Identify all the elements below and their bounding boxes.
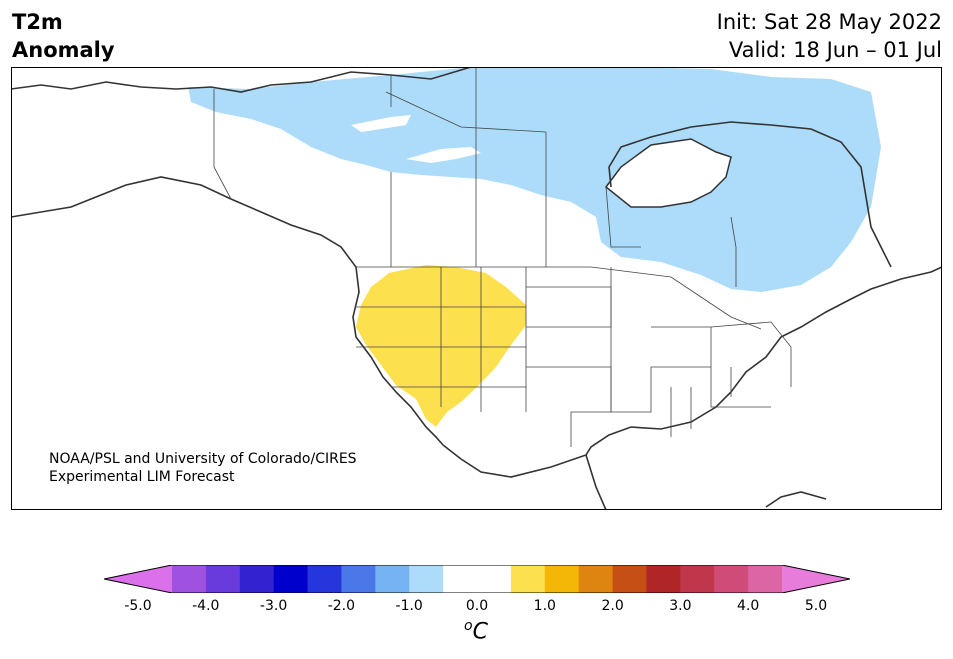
colorbar-tick-label: 5.0 [804,598,828,614]
colorbar-tick-label: -1.0 [395,598,423,614]
colorbar-segment [714,565,749,593]
colorbar-segment [375,565,410,593]
title-right: Init: Sat 28 May 2022 Valid: 18 Jun – 01… [717,8,942,64]
init-date: Init: Sat 28 May 2022 [716,10,942,34]
colorbar-tick-label: 3.0 [669,598,692,614]
map-title-variable: T2m [12,10,63,34]
colorbar-unit: oC [464,618,488,644]
lake-great-bear [351,115,411,132]
colorbar-segment [341,565,376,593]
colorbar-segment [477,565,512,593]
credit-line-2: Experimental LIM Forecast [49,469,235,485]
colorbar-segment [510,565,546,593]
colorbar-tick-label: 0.0 [465,598,489,614]
map-title-field: Anomaly [12,38,115,62]
colorbar-segment [646,565,681,593]
colorbar-tick-label: 2.0 [601,598,624,614]
colorbar-segment [612,565,647,593]
colorbar-segment [443,565,478,593]
credit-text: NOAA/PSL and University of Colorado/CIRE… [49,450,357,486]
lake-great-slave [406,147,481,163]
colorbar-segment [544,565,580,593]
valid-range: Valid: 18 Jun – 01 Jul [728,38,942,62]
colorbar-tick-label: 1.0 [533,598,556,614]
unit-letter: C [472,619,488,645]
colorbar-segment [307,565,342,593]
colorbar-segment [680,565,715,593]
colorbar-tick-label: -4.0 [192,598,220,614]
political-borders [213,67,792,447]
colorbar-segment [205,565,241,593]
colorbar-segment [239,565,275,593]
colorbar-extend-high [782,565,850,593]
colorbar-extend-low [104,565,172,593]
hudson-bay [604,138,732,208]
colorbar-segment [748,565,783,593]
map-frame [11,67,942,510]
colorbar-segment [409,565,444,593]
colorbar-segment [172,565,207,593]
title-left: T2m Anomaly [12,8,115,64]
colorbar-segment [578,565,614,593]
unit-degree: o [464,618,473,634]
colorbar [104,565,850,593]
colorbar-segment [273,565,309,593]
colorbar-tick-label: -2.0 [327,598,356,614]
credit-line-1: NOAA/PSL and University of Colorado/CIRE… [49,451,357,467]
colorbar-tick-label: 4.0 [737,598,760,614]
anomaly-map [11,67,942,510]
colorbar-tick-label: -5.0 [124,598,152,614]
colorbar-tick-label: -3.0 [259,598,288,614]
